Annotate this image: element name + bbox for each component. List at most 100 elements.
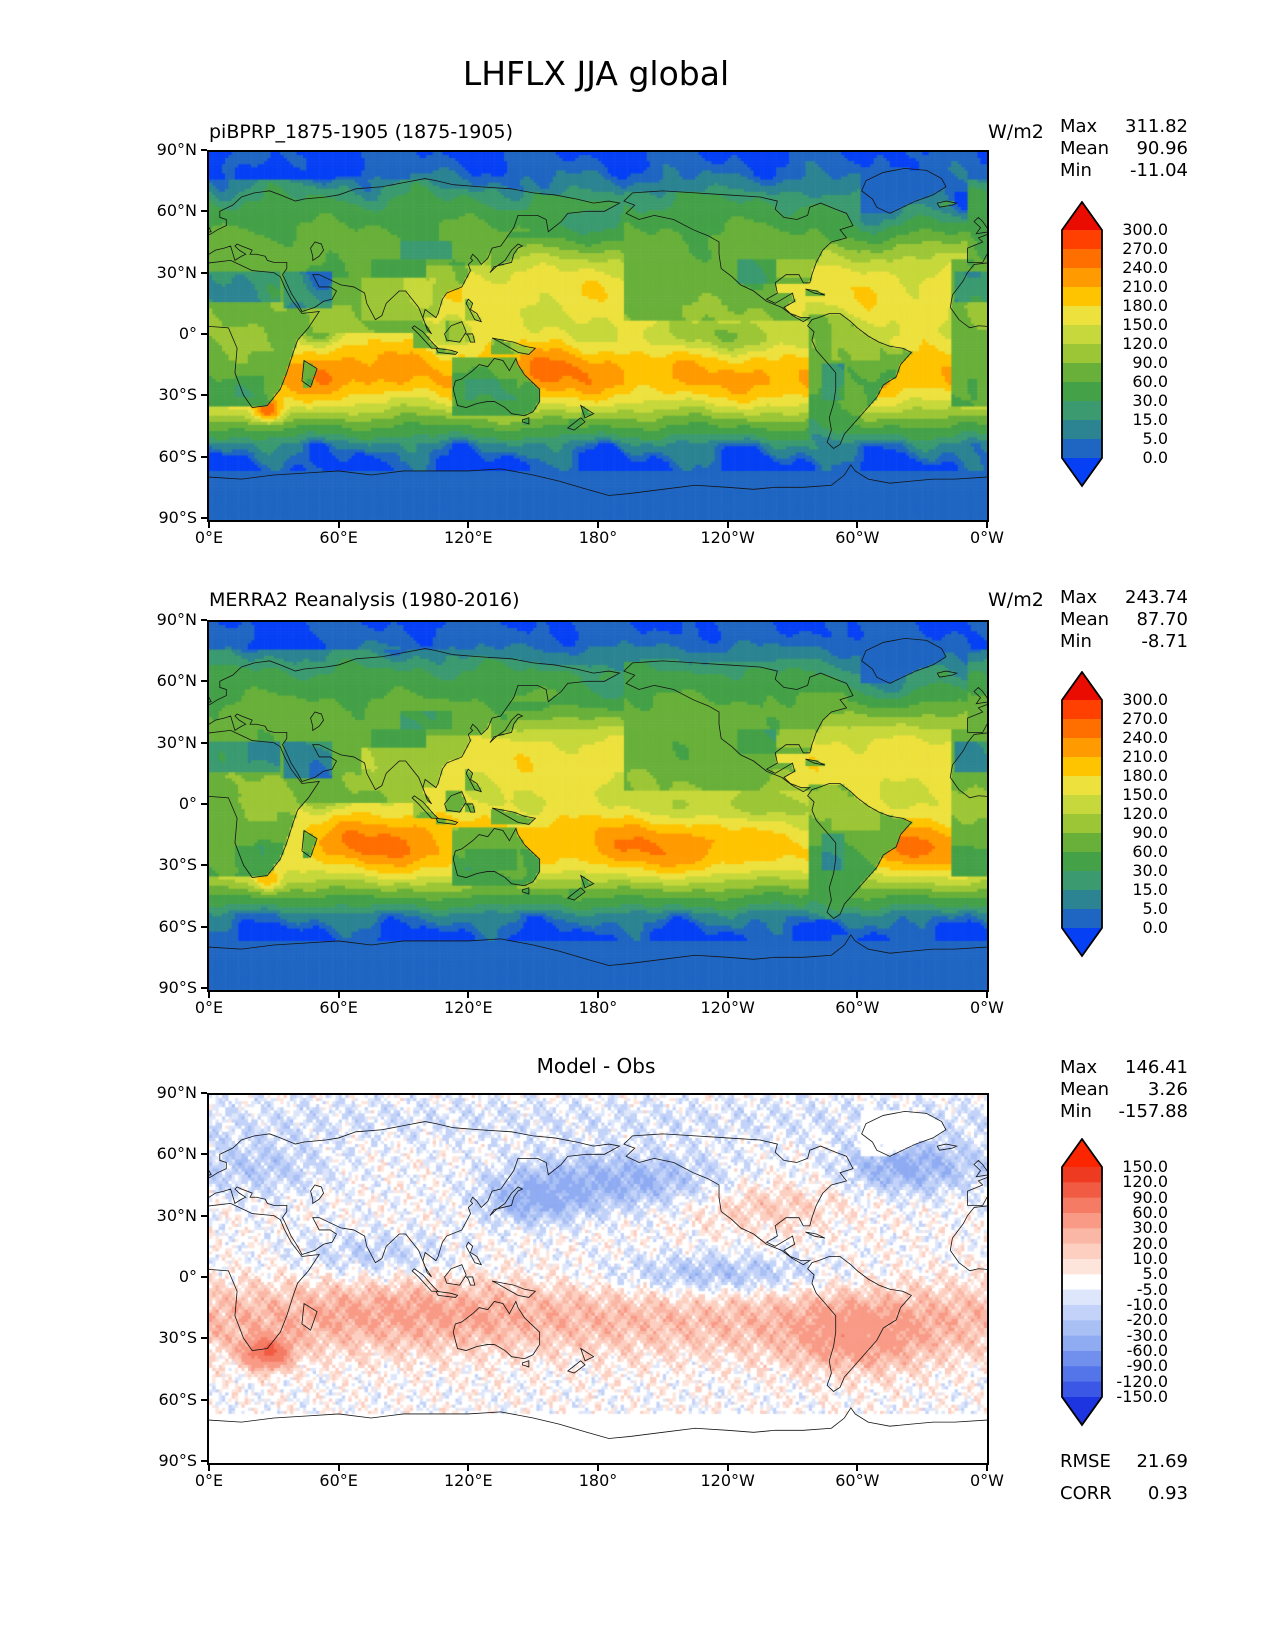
colorbar-tick-label: 150.0	[1122, 315, 1168, 334]
colorbar-segment	[1062, 890, 1102, 910]
colorbar-segment	[1062, 757, 1102, 777]
colorbar-arrow	[1062, 672, 1102, 700]
colorbar-arrow	[1062, 202, 1102, 230]
stat-label: Mean	[1060, 1079, 1110, 1100]
colorbar-tick-label: -120.0	[1116, 1371, 1168, 1391]
lon-tick-mark	[597, 522, 599, 528]
panel2-coastline-overlay	[209, 622, 987, 990]
colorbar-segment	[1062, 1212, 1102, 1229]
lat-tick-label: 30°N	[156, 1205, 197, 1225]
stat-value: 243.74	[1125, 587, 1188, 608]
lon-tick-label: 120°W	[700, 998, 755, 1017]
colorbar-segment	[1062, 852, 1102, 872]
stat-row-min: Min -11.04	[1060, 160, 1188, 182]
panel3-stats: Max 146.41 Mean 3.26 Min -157.88	[1060, 1057, 1188, 1123]
lon-tick-mark	[337, 1465, 340, 1471]
colorbar-segment	[1062, 1366, 1102, 1383]
lon-tick-mark	[208, 522, 210, 528]
lat-tick-label: 0°	[178, 324, 197, 343]
lat-tick-mark	[201, 1276, 207, 1278]
stat-row-max: Max 146.41	[1060, 1057, 1188, 1079]
colorbar-tick-label: 0.0	[1142, 918, 1168, 937]
lon-tick-label: 60°W	[835, 1471, 880, 1490]
panel1-coastline-overlay	[209, 152, 987, 520]
colorbar-tick-label: 120.0	[1122, 1172, 1168, 1192]
stat-label: Mean	[1060, 138, 1110, 159]
colorbar-tick-label: -30.0	[1126, 1325, 1168, 1345]
panel2-map-canvas	[209, 622, 987, 990]
colorbar-segment	[1062, 700, 1102, 720]
colorbar-segment	[1062, 1289, 1102, 1306]
colorbar-tick-label: 150.0	[1122, 1157, 1168, 1176]
panel3-map	[207, 1093, 989, 1465]
coastline-path	[209, 638, 987, 965]
lon-tick-mark	[597, 992, 599, 998]
colorbar	[1061, 201, 1103, 488]
colorbar-tick-label: 240.0	[1122, 258, 1168, 277]
lat-tick-mark	[201, 803, 207, 805]
colorbar-tick-label: -5.0	[1136, 1279, 1168, 1299]
stat-value: -157.88	[1118, 1101, 1188, 1122]
lon-tick-label: 120°E	[444, 998, 493, 1017]
colorbar-tick-label: 20.0	[1132, 1233, 1168, 1253]
colorbar-tick-label: 5.0	[1142, 1264, 1168, 1284]
lon-tick-label: 120°E	[444, 528, 493, 547]
coastline-path	[209, 168, 987, 495]
lon-tick-mark	[726, 1465, 729, 1471]
stat-row-min: Min -157.88	[1060, 1101, 1188, 1123]
lat-tick-mark	[201, 864, 207, 867]
colorbar-arrow	[1062, 1139, 1102, 1167]
lat-tick-mark	[201, 517, 207, 519]
colorbar	[1061, 1138, 1103, 1427]
colorbar-tick-label: 270.0	[1122, 709, 1168, 728]
colorbar-tick-label: 60.0	[1132, 842, 1168, 861]
lon-tick-label: 0°E	[194, 998, 224, 1017]
lat-tick-label: 90°N	[156, 1083, 197, 1102]
panel1-map	[207, 150, 989, 522]
lat-tick-mark	[201, 741, 207, 744]
stat-row-mean: Mean 90.96	[1060, 138, 1188, 160]
colorbar-segment	[1062, 401, 1102, 421]
colorbar-tick-label: 210.0	[1122, 747, 1168, 766]
lon-tick-mark	[986, 992, 988, 998]
lat-tick-label: 60°N	[156, 201, 197, 221]
lat-tick-mark	[201, 987, 207, 989]
colorbar-arrow	[1062, 928, 1102, 956]
lon-tick-mark	[208, 1465, 210, 1471]
colorbar-tick-label: 300.0	[1122, 690, 1168, 709]
colorbar-tick-label: 15.0	[1132, 880, 1168, 899]
colorbar-tick-label: -20.0	[1126, 1310, 1168, 1330]
lon-tick-label: 0°E	[194, 1471, 224, 1490]
colorbar-tick-label: 120.0	[1122, 804, 1168, 823]
lon-tick-label: 180°	[578, 998, 618, 1017]
lat-tick-label: 90°N	[156, 610, 197, 629]
corr-label: CORR	[1060, 1483, 1112, 1504]
lon-tick-mark	[856, 522, 859, 528]
colorbar-segment	[1062, 1381, 1102, 1398]
colorbar-segment	[1062, 249, 1102, 269]
panel2-units-label: W/m2	[988, 589, 1044, 611]
corr-row: CORR 0.93	[1060, 1478, 1188, 1510]
lat-tick-mark	[201, 1398, 207, 1401]
colorbar-segment	[1062, 833, 1102, 853]
stat-label: Min	[1060, 1101, 1092, 1122]
lon-tick-mark	[467, 992, 470, 998]
stat-label: Min	[1060, 160, 1092, 181]
panel3-skill-scores: RMSE 21.69 CORR 0.93	[1060, 1446, 1188, 1510]
colorbar-segment	[1062, 439, 1102, 459]
colorbar-segment	[1062, 1228, 1102, 1245]
lon-tick-label: 120°W	[700, 528, 755, 547]
lat-tick-mark	[201, 680, 207, 683]
colorbar-segment	[1062, 1167, 1102, 1183]
lon-tick-mark	[597, 1465, 599, 1471]
colorbar-segment	[1062, 230, 1102, 250]
lon-tick-label: 60°W	[835, 998, 880, 1017]
stat-label: Max	[1060, 116, 1098, 137]
lon-tick-label: 0°W	[970, 528, 1004, 547]
panel3-coastline-overlay	[209, 1095, 987, 1463]
colorbar-tick-label: -90.0	[1126, 1356, 1168, 1376]
lat-tick-label: 60°S	[158, 446, 197, 466]
lat-tick-label: 30°S	[158, 1328, 197, 1348]
colorbar-tick-label: 30.0	[1132, 861, 1168, 880]
colorbar-arrow	[1062, 458, 1102, 486]
